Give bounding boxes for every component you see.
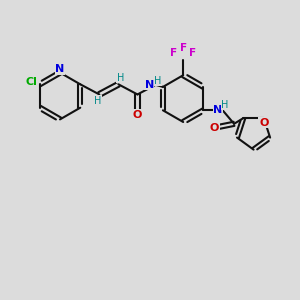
Text: H: H xyxy=(221,100,229,110)
Text: N: N xyxy=(56,64,64,74)
Text: F: F xyxy=(180,43,187,53)
Text: H: H xyxy=(154,76,161,85)
Text: O: O xyxy=(210,123,219,133)
Text: Cl: Cl xyxy=(26,77,37,87)
Text: N: N xyxy=(145,80,154,89)
Text: H: H xyxy=(94,96,101,106)
Text: N: N xyxy=(213,105,223,115)
Text: F: F xyxy=(170,48,177,58)
Text: O: O xyxy=(133,110,142,120)
Text: O: O xyxy=(259,118,268,128)
Text: H: H xyxy=(116,73,124,83)
Text: F: F xyxy=(189,48,197,58)
